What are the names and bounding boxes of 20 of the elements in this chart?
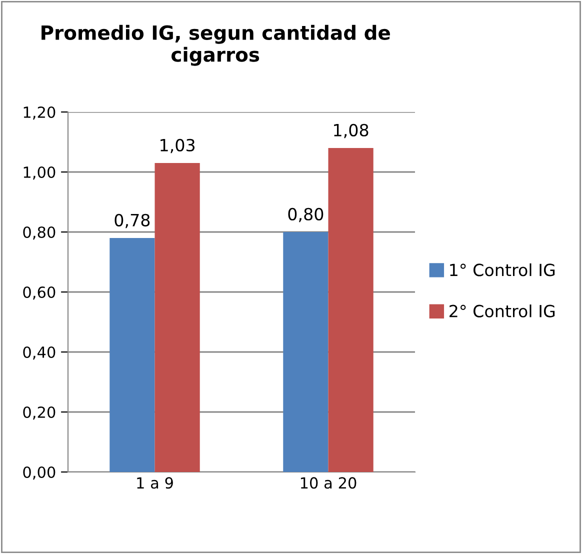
legend-label: 1° Control IG bbox=[450, 263, 555, 276]
data-label: 1,03 bbox=[160, 138, 195, 154]
data-label: 1,08 bbox=[334, 124, 368, 138]
y-tick-label: 1,00 bbox=[24, 166, 56, 180]
bar bbox=[154, 163, 200, 472]
bar bbox=[283, 232, 328, 472]
data-label: 0,80 bbox=[288, 208, 324, 222]
data-label: 0,78 bbox=[114, 214, 150, 228]
y-tick-label: 0,00 bbox=[23, 466, 56, 480]
bar bbox=[328, 148, 374, 472]
y-tick-label: 0,60 bbox=[23, 286, 56, 300]
y-tick-label: 0,40 bbox=[23, 346, 56, 360]
y-tick-label: 0,80 bbox=[23, 226, 56, 240]
x-tick-label: 1 a 9 bbox=[137, 477, 173, 489]
y-tick-label: 1,20 bbox=[24, 106, 56, 120]
legend-label: 2° Control IG bbox=[450, 304, 555, 318]
bar bbox=[110, 238, 155, 472]
x-tick-label: 10 a 20 bbox=[300, 477, 356, 489]
y-tick-label: 0,20 bbox=[23, 406, 56, 420]
chart-title: Promedio IG, segun cantidad de cigarros bbox=[42, 24, 390, 66]
